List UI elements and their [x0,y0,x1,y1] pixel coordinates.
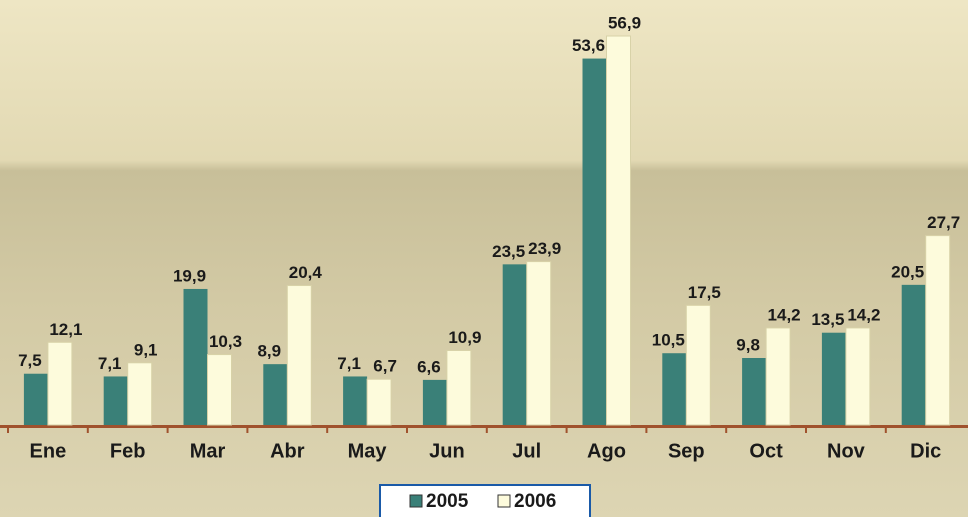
bar [606,35,631,426]
bar [821,332,846,425]
x-tick [565,425,568,433]
legend-label: 2005 [426,491,469,512]
x-tick [645,425,648,433]
x-tick-label: Sep [668,440,705,462]
x-tick-label: Oct [749,440,783,462]
bar [502,264,527,425]
x-tick-label: Mar [190,440,226,462]
x-tick [406,425,408,433]
value-label: 6,7 [373,357,397,376]
x-tick [884,425,887,433]
x-tick [326,425,329,433]
bar [286,285,312,426]
bar [207,354,232,426]
x-tick-label: Feb [110,440,146,462]
bar [925,235,951,426]
bar [263,364,288,425]
bar [47,341,73,426]
x-tick-label: Nov [827,440,866,462]
bar [845,327,871,426]
bar [103,376,128,425]
bar [526,261,552,426]
value-label: 20,4 [289,263,323,282]
x-tick [86,425,89,433]
value-label: 19,9 [173,266,206,285]
value-label: 7,1 [337,354,361,373]
legend-label: 2006 [514,491,556,512]
bar [183,288,208,425]
value-label: 10,3 [209,332,242,351]
x-tick-label: Dic [910,440,941,462]
bar [662,353,687,425]
x-tick [166,425,169,433]
legend-swatch [497,494,511,508]
x-axis [0,425,968,428]
value-label: 17,5 [688,283,721,302]
legend-swatch [409,494,423,508]
bar [742,358,767,425]
x-tick-label: May [348,440,388,462]
bar [901,284,926,425]
x-tick-label: Ene [30,440,67,462]
value-label: 8,9 [257,342,281,361]
value-label: 9,8 [736,335,760,354]
bar [127,362,153,426]
x-tick [485,425,488,433]
value-label: 6,6 [417,357,441,376]
value-label: 14,2 [847,305,880,324]
x-tick [7,425,9,433]
bar [343,376,368,425]
x-tick-label: Jun [429,440,465,462]
x-tick [725,425,728,433]
bar [582,58,607,425]
value-label: 12,1 [49,320,82,339]
value-label: 9,1 [134,340,158,359]
bar [685,304,711,426]
value-label: 23,5 [492,242,525,261]
value-label: 7,1 [98,354,122,373]
bar [446,349,472,426]
value-label: 53,6 [572,36,605,55]
value-label: 27,7 [927,213,960,232]
value-label: 56,9 [608,13,641,32]
x-tick-label: Abr [270,440,305,462]
bar [366,378,392,426]
value-label: 23,9 [528,239,561,258]
x-tick-label: Ago [587,440,626,462]
value-label: 13,5 [811,310,844,329]
x-tick [805,425,807,433]
bar [765,327,791,426]
bar [422,379,447,425]
value-label: 14,2 [768,305,801,324]
value-label: 7,5 [18,351,42,370]
x-tick-label: Jul [512,440,541,462]
value-label: 10,9 [448,328,481,347]
value-label: 20,5 [891,262,924,281]
value-label: 10,5 [652,331,685,350]
x-tick [246,425,249,433]
bar [23,373,48,425]
